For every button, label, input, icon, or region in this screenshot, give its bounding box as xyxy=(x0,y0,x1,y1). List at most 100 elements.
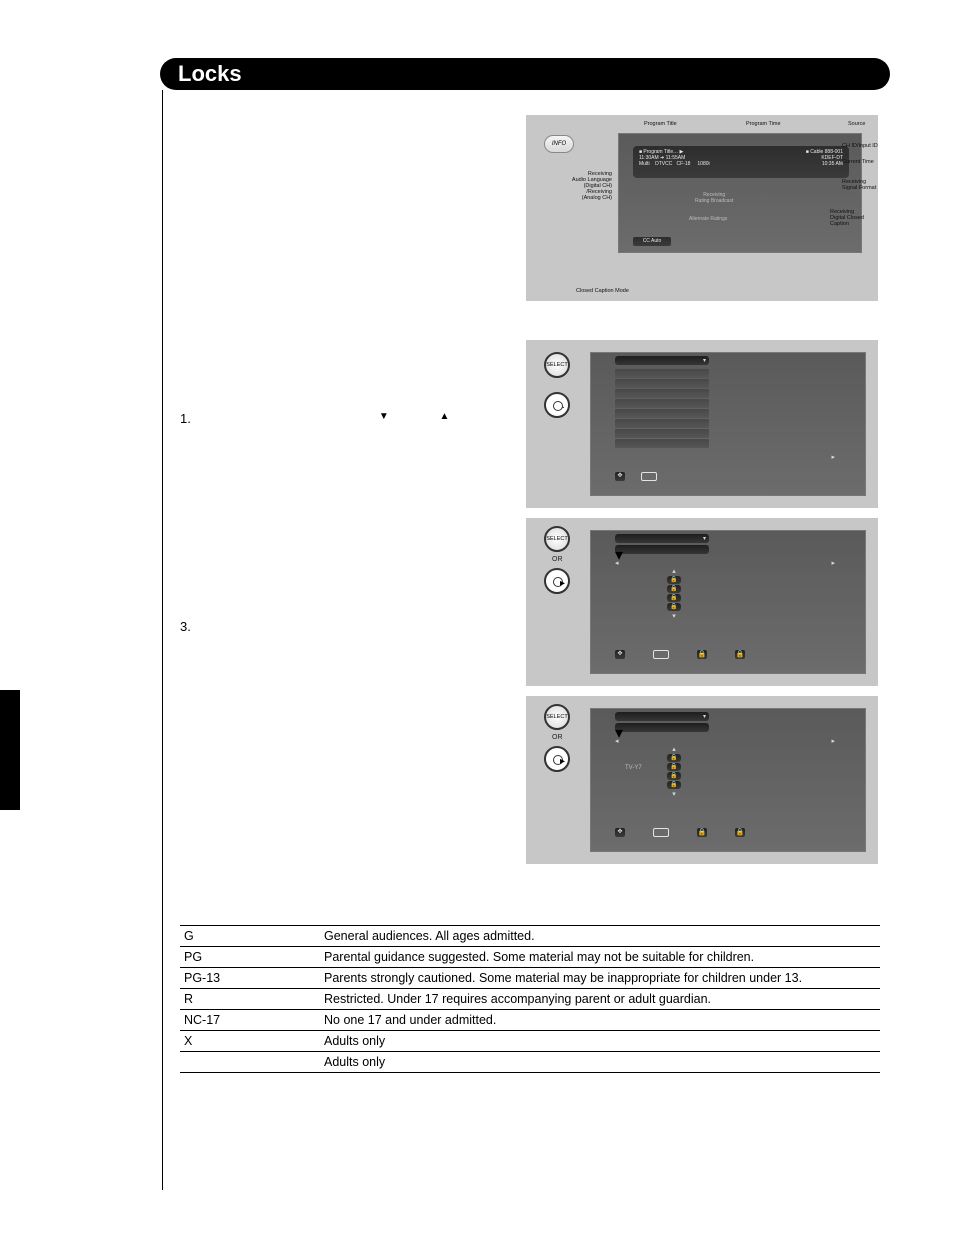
osd-sig: 1080i xyxy=(697,161,709,167)
table-row: PGParental guidance suggested. Some mate… xyxy=(180,947,880,968)
hint-arrows-icon: ✥ xyxy=(615,650,625,659)
table-row: Adults only xyxy=(180,1052,880,1073)
table-row: XAdults only xyxy=(180,1031,880,1052)
rating-code: X xyxy=(180,1031,320,1052)
rating-code: PG-13 xyxy=(180,968,320,989)
section-header: Locks xyxy=(160,58,890,90)
rating-desc: Adults only xyxy=(320,1031,880,1052)
remote-select-button-icon xyxy=(544,526,570,552)
menu-nav-right-icon: ▸ xyxy=(831,737,835,745)
lock-list-3: ▴ 🔒 🔒 🔒 🔒 ▾ xyxy=(667,745,681,798)
label-ch-id: CH ID/Input ID xyxy=(842,143,878,149)
caret-down-icon: ▾ xyxy=(667,612,681,620)
table-row: NC-17No one 17 and under admitted. xyxy=(180,1010,880,1031)
osd-now: 10:35 AM xyxy=(822,161,843,167)
menu-row xyxy=(615,429,709,438)
menu-nav-right-icon: ▸ xyxy=(831,453,835,461)
table-row: GGeneral audiences. All ages admitted. xyxy=(180,926,880,947)
table-row: PG-13Parents strongly cautioned. Some ma… xyxy=(180,968,880,989)
remote-cursor-button-icon: ▸ xyxy=(544,568,570,594)
osd-info-bar: ■ Program Title… ▶ ■ Cable 888-001 11:30… xyxy=(633,146,849,178)
label-current-time: Current Time xyxy=(842,159,874,165)
osd-screen: ■ Program Title… ▶ ■ Cable 888-001 11:30… xyxy=(618,133,862,253)
menu-row xyxy=(615,369,709,378)
ratings-body: GGeneral audiences. All ages admitted. P… xyxy=(180,926,880,1073)
rating-desc: Parents strongly cautioned. Some materia… xyxy=(320,968,880,989)
label-cc-mode: Closed Caption Mode xyxy=(576,288,629,294)
osd-figure: INFO Receiving Audio Language (Digital C… xyxy=(526,115,878,301)
step-3-number: 3. xyxy=(180,618,191,636)
menu-subheader-2: ▾ xyxy=(615,545,709,554)
hint-rect-icon xyxy=(653,828,669,837)
remote-cursor-button-icon: ▸ xyxy=(544,746,570,772)
hint-lock-icon: 🔒 xyxy=(735,828,745,837)
hint-rect-icon xyxy=(641,472,657,481)
menu-row xyxy=(615,439,709,448)
osd-cc-chip: CC Auto xyxy=(633,237,671,246)
rating-code: G xyxy=(180,926,320,947)
lock-list-2: ▴ 🔒 🔒 🔒 🔒 ▾ xyxy=(667,567,681,620)
label-top-source: Source xyxy=(848,121,865,127)
info-button-icon: INFO xyxy=(544,135,574,153)
hint-bar-2: ✥ 🔒 🔒 xyxy=(615,649,835,659)
hint-bar-1: ✥ xyxy=(615,471,709,481)
menu-nav-left-icon: ◂ xyxy=(615,559,619,567)
remote-cursor-button-icon: · xyxy=(544,392,570,418)
hint-lock-icon: 🔒 xyxy=(697,650,707,659)
caret-up-icon: ▴ xyxy=(667,567,681,575)
caret-down-icon: ▾ xyxy=(667,790,681,798)
menu-header-3: ▾ xyxy=(615,712,709,721)
step-1-number: 1. xyxy=(180,410,191,428)
lock-icon: 🔒 xyxy=(667,781,681,789)
hint-rect-icon xyxy=(653,650,669,659)
caret-up-icon: ▴ xyxy=(667,745,681,753)
step-1-triangles: ▼ ▲ xyxy=(379,410,474,428)
rating-code: R xyxy=(180,989,320,1010)
guide-side-tab xyxy=(0,690,20,810)
ratings-table: GGeneral audiences. All ages admitted. P… xyxy=(180,925,880,1073)
lock-icon: 🔒 xyxy=(667,585,681,593)
menu-dropdown-icon: ▾ xyxy=(703,535,706,542)
label-top-program-title: Program Title xyxy=(644,121,677,127)
lock-icon: 🔒 xyxy=(667,594,681,602)
menu-row xyxy=(615,389,709,398)
osd-inner-alt-ratings: Alternate Ratings xyxy=(689,216,727,222)
hint-arrows-icon: ✥ xyxy=(615,828,625,837)
menu-nav-left-icon: ◂ xyxy=(615,737,619,745)
menu-row xyxy=(615,399,709,408)
hint-lock-icon: 🔒 xyxy=(697,828,707,837)
lock-icon: 🔒 xyxy=(667,603,681,611)
lock-icon: 🔒 xyxy=(667,576,681,584)
menu-row xyxy=(615,379,709,388)
label-receiving-lang: Receiving Audio Language (Digital CH) /R… xyxy=(556,171,612,201)
rating-code: NC-17 xyxy=(180,1010,320,1031)
lock-icon: 🔒 xyxy=(667,754,681,762)
menu-screen-1: ▾ ▸ ✥ xyxy=(590,352,866,496)
or-label-2: OR xyxy=(552,556,563,563)
menu-row xyxy=(615,409,709,418)
label-top-program-time: Program Time xyxy=(746,121,781,127)
menu-dropdown-icon: ▾ xyxy=(703,357,706,364)
menu-figure-3: OR ▸ ▾ ▾ ◂ ▸ TV-Y7 ▴ 🔒 🔒 🔒 🔒 ▾ ✥ 🔒 🔒 xyxy=(526,696,878,864)
menu-header-1: ▾ xyxy=(615,356,709,365)
section-title: Locks xyxy=(178,61,242,87)
menu-rows-1 xyxy=(615,369,709,449)
vertical-rule xyxy=(162,90,163,1190)
lock-icon: 🔒 xyxy=(667,772,681,780)
menu-figure-2: OR ▸ ▾ ▾ ◂ ▸ ▴ 🔒 🔒 🔒 🔒 ▾ ✥ 🔒 🔒 xyxy=(526,518,878,686)
hint-arrows-icon: ✥ xyxy=(615,472,625,481)
menu-screen-3: ▾ ▾ ◂ ▸ TV-Y7 ▴ 🔒 🔒 🔒 🔒 ▾ ✥ 🔒 🔒 xyxy=(590,708,866,852)
rating-desc: No one 17 and under admitted. xyxy=(320,1010,880,1031)
osd-cf: CF-18 xyxy=(677,161,691,167)
osd-dtvcc: DTVCC xyxy=(655,161,672,167)
rating-desc: General audiences. All ages admitted. xyxy=(320,926,880,947)
osd-audio: Multi xyxy=(639,161,650,167)
or-label-3: OR xyxy=(552,734,563,741)
menu-header-2: ▾ xyxy=(615,534,709,543)
remote-select-button-icon xyxy=(544,352,570,378)
remote-select-button-icon xyxy=(544,704,570,730)
rating-code: PG xyxy=(180,947,320,968)
hint-lock-icon: 🔒 xyxy=(735,650,745,659)
hint-bar-3: ✥ 🔒 🔒 xyxy=(615,827,835,837)
menu-subheader-3: ▾ xyxy=(615,723,709,732)
